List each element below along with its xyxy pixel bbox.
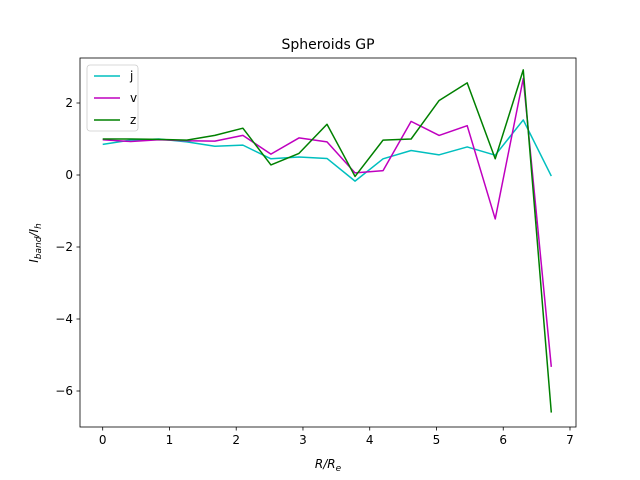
legend-label-z: z [130,113,136,127]
x-tick-label: 5 [433,433,441,447]
axes-layer: 0 1 2 3 4 5 6 7 −6 −4 −2 0 2 [55,57,577,447]
x-tick-label: 0 [99,433,107,447]
chart-title: Spheroids GP [281,37,374,53]
x-tick-label: 3 [299,433,307,447]
axes-frame [79,57,577,428]
y-tick-label: −2 [55,240,73,254]
x-tick-label: 4 [366,433,374,447]
y-tick-label: −4 [55,312,73,326]
plot-layer [102,69,553,413]
legend-label-v: v [130,91,137,105]
x-tick-label: 1 [166,433,174,447]
y-tick-label: 0 [65,168,73,182]
y-axis-label: Iband/Ih [27,223,44,263]
y-tick-label: 2 [65,96,73,110]
x-tick-label: 6 [499,433,507,447]
series-line-v [102,77,553,367]
legend: jvz [86,64,139,132]
legend-label-j: j [129,69,133,83]
y-tick-label: −6 [55,384,73,398]
x-axis-label: R/Re [315,457,342,474]
series-line-z [102,69,553,413]
x-tick-label: 2 [232,433,240,447]
x-tick-label: 7 [566,433,574,447]
